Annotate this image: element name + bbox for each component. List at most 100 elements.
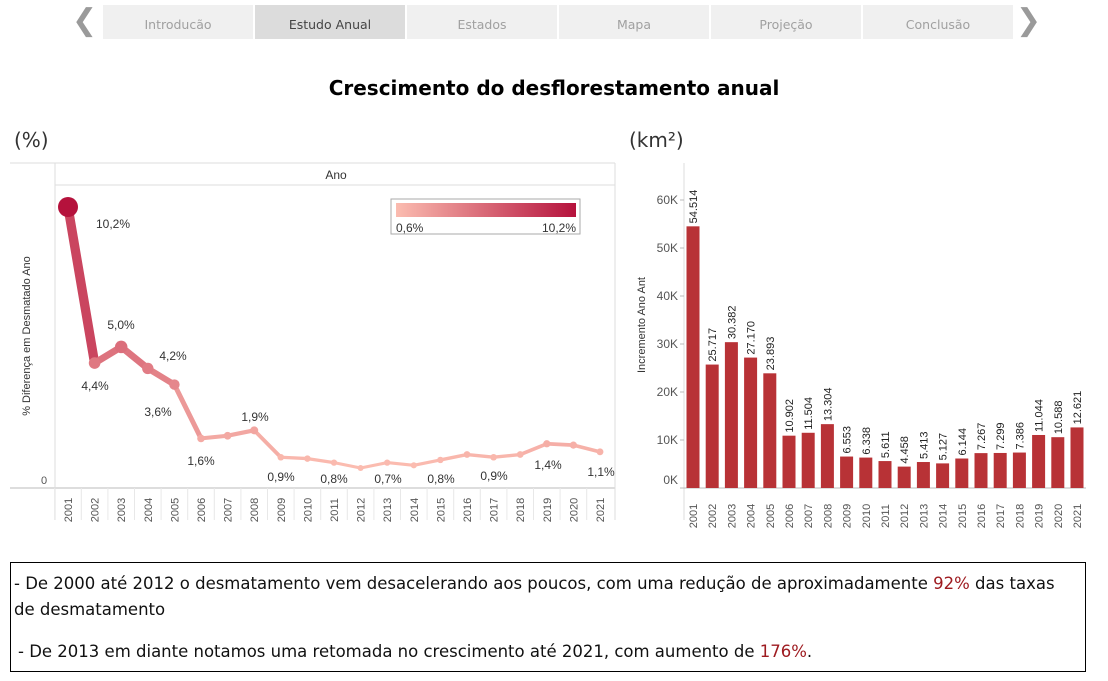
point-2017: [490, 453, 497, 461]
line-segment-2013: [385, 461, 416, 467]
bar-2001: [686, 226, 700, 488]
bar-2020: [1051, 437, 1065, 488]
line-segment-2020: [571, 443, 602, 454]
bar-value-label-2010: 6.338: [861, 427, 873, 455]
bar-value-label-2011: 5.611: [880, 431, 892, 458]
bar-x-tick-2014: 2014: [938, 504, 950, 528]
data-label-2006: 1,6%: [187, 454, 215, 468]
data-label-2002: 4,4%: [81, 379, 109, 393]
bar-y-tick-50K: 50K: [657, 241, 678, 255]
bar-x-tick-2007: 2007: [803, 504, 815, 528]
point-2001: [58, 197, 78, 217]
bar-value-label-2003: 30.382: [726, 306, 738, 340]
bar-y-axis-title: Incremento Ano Ant: [636, 277, 648, 373]
data-label-2008: 1,9%: [241, 410, 269, 424]
point-2021: [596, 448, 604, 456]
x-tick-2020: 2020: [568, 498, 580, 522]
bar-x-tick-2004: 2004: [746, 504, 758, 528]
bar-value-label-2019: 11.044: [1034, 399, 1046, 432]
line-segment-2014: [412, 458, 442, 467]
x-tick-2013: 2013: [382, 498, 394, 522]
bar-value-label-2009: 6.553: [842, 426, 854, 454]
bar-2015: [955, 458, 969, 488]
bar-2016: [974, 453, 988, 488]
tab-1[interactable]: Estudo Anual: [255, 5, 405, 39]
tab-2[interactable]: Estados: [407, 5, 557, 39]
line-segment-2015: [438, 452, 469, 462]
data-label-2009: 0,9%: [267, 470, 295, 484]
point-2003: [114, 340, 128, 354]
bar-x-tick-2018: 2018: [1014, 504, 1026, 528]
bar-2009: [840, 456, 854, 488]
bar-2010: [859, 457, 873, 488]
x-tick-2015: 2015: [435, 498, 447, 522]
bar-value-label-2014: 5.127: [938, 433, 950, 461]
data-label-2017: 0,9%: [480, 469, 508, 483]
tab-4[interactable]: Projeção: [711, 5, 861, 39]
bar-2017: [993, 452, 1007, 488]
y-axis-title: % Diferença em Desmatado Ano: [21, 256, 33, 416]
chevron-right-icon[interactable]: ❯: [1016, 3, 1042, 38]
x-tick-2012: 2012: [356, 498, 368, 522]
bar-2006: [782, 435, 796, 488]
x-tick-2008: 2008: [249, 498, 261, 522]
bar-value-label-2004: 27.170: [746, 321, 758, 355]
data-label-2021: 1,1%: [587, 465, 615, 479]
y-tick-0: 0: [41, 475, 47, 487]
tab-5[interactable]: Conclusão: [863, 5, 1013, 39]
bar-2005: [763, 373, 777, 488]
data-label-2019: 1,4%: [534, 458, 562, 472]
bar-2004: [744, 357, 758, 488]
data-label-2005: 3,6%: [144, 405, 172, 419]
bar-value-label-2015: 6.144: [957, 428, 969, 456]
point-2020: [569, 441, 578, 449]
x-tick-2014: 2014: [409, 498, 421, 522]
x-tick-2019: 2019: [542, 498, 554, 522]
data-label-2015: 0,8%: [427, 472, 455, 486]
line-segment-2008: [252, 428, 283, 460]
bar-2018: [1012, 452, 1026, 488]
point-2015: [437, 456, 444, 464]
note-2-highlight: 176%: [759, 642, 807, 661]
story-tabs: Introducão Estudo Anual Estados Mapa Projeçã…: [103, 5, 1015, 39]
point-2016: [463, 451, 471, 458]
bar-value-label-2012: 4.458: [899, 436, 911, 464]
note-1-text: - De 2000 até 2012 o desmatamento vem de…: [14, 574, 934, 593]
bar-2013: [916, 462, 930, 488]
bar-x-tick-2021: 2021: [1072, 504, 1084, 528]
bar-value-label-2016: 7.267: [976, 423, 988, 451]
bar-x-tick-2013: 2013: [918, 504, 930, 528]
bar-value-label-2006: 10.902: [784, 399, 796, 433]
x-tick-2021: 2021: [595, 498, 607, 522]
bar-value-label-2021: 12.621: [1072, 391, 1084, 425]
line-segment-2016: [465, 452, 496, 459]
bar-value-label-2002: 25.717: [707, 328, 719, 362]
tab-0[interactable]: Introducão: [103, 5, 253, 39]
point-2002: [88, 357, 101, 369]
line-segment-2019: [544, 441, 576, 448]
bar-value-label-2013: 5.413: [918, 431, 930, 459]
line-segment-2012: [359, 461, 389, 470]
point-2019: [543, 440, 551, 448]
x-tick-2003: 2003: [116, 498, 128, 522]
bar-value-label-2020: 10.588: [1053, 401, 1065, 435]
x-tick-2005: 2005: [169, 498, 181, 522]
bar-x-tick-2002: 2002: [707, 504, 719, 528]
page-title: Crescimento do desflorestamento anual: [328, 76, 780, 100]
line-segment-2006: [198, 433, 230, 441]
bar-x-tick-2012: 2012: [899, 504, 911, 528]
bar-2007: [801, 432, 815, 488]
bar-2002: [705, 364, 719, 488]
x-tick-2016: 2016: [462, 498, 474, 522]
line-segment-2018: [518, 441, 549, 457]
bar-2021: [1070, 427, 1084, 488]
tab-3[interactable]: Mapa: [559, 5, 709, 39]
bar-x-tick-2009: 2009: [842, 504, 854, 528]
point-2013: [384, 459, 391, 466]
bar-value-label-2017: 7.299: [995, 422, 1007, 450]
unit-label-km2: (km²): [629, 128, 684, 152]
x-tick-2011: 2011: [329, 498, 341, 522]
point-2014: [410, 462, 417, 469]
chevron-left-icon[interactable]: ❮: [72, 3, 98, 38]
bar-x-tick-2015: 2015: [957, 504, 969, 528]
